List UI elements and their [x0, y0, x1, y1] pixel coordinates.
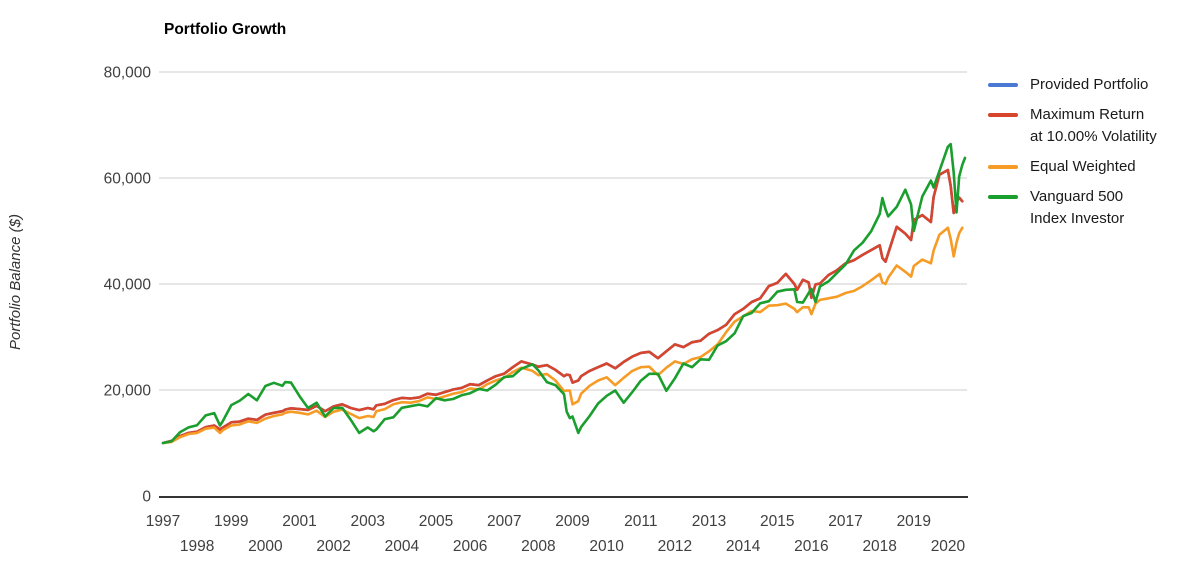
x-tick-label-2006: 2006	[453, 538, 487, 555]
legend-item-vanguard-500-index-investor[interactable]: Vanguard 500 Index Investor	[988, 186, 1168, 230]
y-tick-label: 20,000	[104, 383, 152, 400]
y-tick-label: 40,000	[104, 277, 152, 294]
x-tick-label-2004: 2004	[385, 538, 420, 555]
legend-label-maximum-return-at-10-00-volatility: Maximum Return at 10.00% Volatility	[1030, 106, 1157, 145]
legend-item-maximum-return-at-10-00-volatility[interactable]: Maximum Return at 10.00% Volatility	[988, 104, 1168, 148]
series-line-equal-weighted	[161, 226, 964, 445]
x-tick-label-2014: 2014	[726, 538, 761, 555]
series-line-vanguard-500-index-investor	[161, 142, 967, 445]
legend-swatch-vanguard-500-index-investor	[988, 195, 1018, 199]
y-tick-label: 60,000	[104, 171, 152, 188]
x-tick-label-2020: 2020	[931, 538, 966, 555]
series-line-maximum-return-at-10-00-volatility	[161, 168, 964, 445]
x-tick-label-2019: 2019	[897, 513, 931, 530]
legend-swatch-equal-weighted	[988, 165, 1018, 169]
x-tick-label-2018: 2018	[862, 538, 896, 555]
legend-label-equal-weighted: Equal Weighted	[1030, 158, 1136, 175]
chart-title: Portfolio Growth	[164, 21, 287, 38]
legend-swatch-provided-portfolio	[988, 83, 1018, 87]
x-tick-label-2013: 2013	[692, 513, 726, 530]
x-tick-label-2012: 2012	[658, 538, 692, 555]
x-tick-label-1997: 1997	[146, 513, 180, 530]
x-tick-label-2003: 2003	[351, 513, 385, 530]
x-tick-label-1999: 1999	[214, 513, 248, 530]
legend-label-provided-portfolio: Provided Portfolio	[1030, 76, 1149, 93]
x-tick-label-2016: 2016	[794, 538, 828, 555]
x-tick-label-2007: 2007	[487, 513, 521, 530]
x-tick-label-2010: 2010	[589, 538, 624, 555]
legend-item-equal-weighted[interactable]: Equal Weighted	[988, 156, 1168, 178]
x-tick-label-2015: 2015	[760, 513, 794, 530]
x-tick-label-2000: 2000	[248, 538, 283, 555]
legend: Provided Portfolio Maximum Return at 10.0…	[988, 74, 1168, 238]
x-tick-label-2008: 2008	[521, 538, 555, 555]
x-tick-label-1998: 1998	[180, 538, 214, 555]
x-tick-label-2017: 2017	[828, 513, 862, 530]
x-tick-label-2001: 2001	[282, 513, 316, 530]
y-tick-label: 0	[142, 489, 151, 506]
series-line-provided-portfolio	[161, 168, 964, 445]
y-tick-label: 80,000	[104, 65, 152, 82]
legend-item-provided-portfolio[interactable]: Provided Portfolio	[988, 74, 1168, 96]
x-tick-label-2011: 2011	[624, 513, 657, 530]
x-tick-label-2002: 2002	[316, 538, 350, 555]
legend-swatch-maximum-return-at-10-00-volatility	[988, 113, 1018, 117]
x-tick-label-2005: 2005	[419, 513, 453, 530]
x-tick-label-2009: 2009	[555, 513, 589, 530]
legend-label-vanguard-500-index-investor: Vanguard 500 Index Investor	[1030, 188, 1125, 227]
